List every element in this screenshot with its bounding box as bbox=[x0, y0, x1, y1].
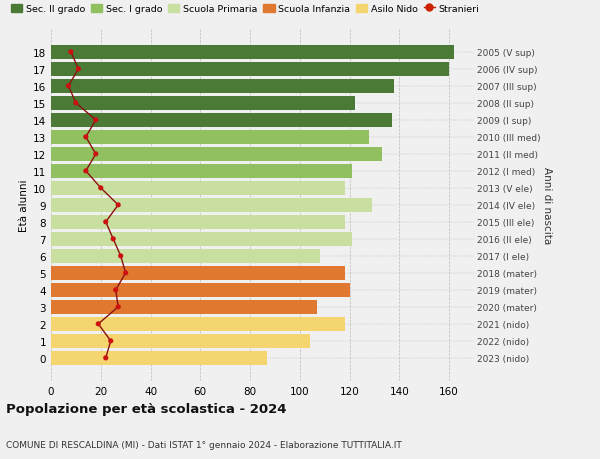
Point bbox=[101, 354, 110, 362]
Bar bbox=[51, 147, 382, 162]
Point bbox=[91, 151, 101, 158]
Point bbox=[111, 286, 121, 294]
Point bbox=[81, 168, 91, 175]
Bar bbox=[51, 46, 454, 60]
Point bbox=[64, 83, 73, 90]
Point bbox=[71, 100, 80, 107]
Y-axis label: Anni di nascita: Anni di nascita bbox=[542, 167, 551, 244]
Y-axis label: Età alunni: Età alunni bbox=[19, 179, 29, 232]
Bar bbox=[51, 97, 355, 111]
Bar bbox=[51, 249, 320, 263]
Point bbox=[66, 49, 76, 56]
Point bbox=[96, 185, 106, 192]
Text: COMUNE DI RESCALDINA (MI) - Dati ISTAT 1° gennaio 2024 - Elaborazione TUTTITALIA: COMUNE DI RESCALDINA (MI) - Dati ISTAT 1… bbox=[6, 440, 402, 449]
Point bbox=[113, 303, 123, 311]
Legend: Sec. II grado, Sec. I grado, Scuola Primaria, Scuola Infanzia, Asilo Nido, Stran: Sec. II grado, Sec. I grado, Scuola Prim… bbox=[11, 5, 479, 14]
Bar bbox=[51, 198, 372, 213]
Point bbox=[106, 337, 116, 345]
Bar bbox=[51, 80, 394, 94]
Point bbox=[116, 252, 125, 260]
Bar bbox=[51, 181, 344, 196]
Bar bbox=[51, 351, 268, 365]
Point bbox=[91, 117, 101, 124]
Bar bbox=[51, 114, 392, 128]
Bar bbox=[51, 300, 317, 314]
Point bbox=[113, 202, 123, 209]
Bar bbox=[51, 63, 449, 77]
Bar bbox=[51, 232, 352, 246]
Bar bbox=[51, 131, 370, 145]
Bar bbox=[51, 283, 350, 297]
Point bbox=[121, 269, 130, 277]
Point bbox=[81, 134, 91, 141]
Bar bbox=[51, 317, 344, 331]
Point bbox=[109, 235, 118, 243]
Point bbox=[94, 320, 103, 328]
Bar bbox=[51, 334, 310, 348]
Point bbox=[74, 66, 83, 73]
Text: Popolazione per età scolastica - 2024: Popolazione per età scolastica - 2024 bbox=[6, 403, 287, 415]
Point bbox=[101, 218, 110, 226]
Bar bbox=[51, 266, 344, 280]
Bar bbox=[51, 215, 344, 230]
Bar bbox=[51, 164, 352, 179]
